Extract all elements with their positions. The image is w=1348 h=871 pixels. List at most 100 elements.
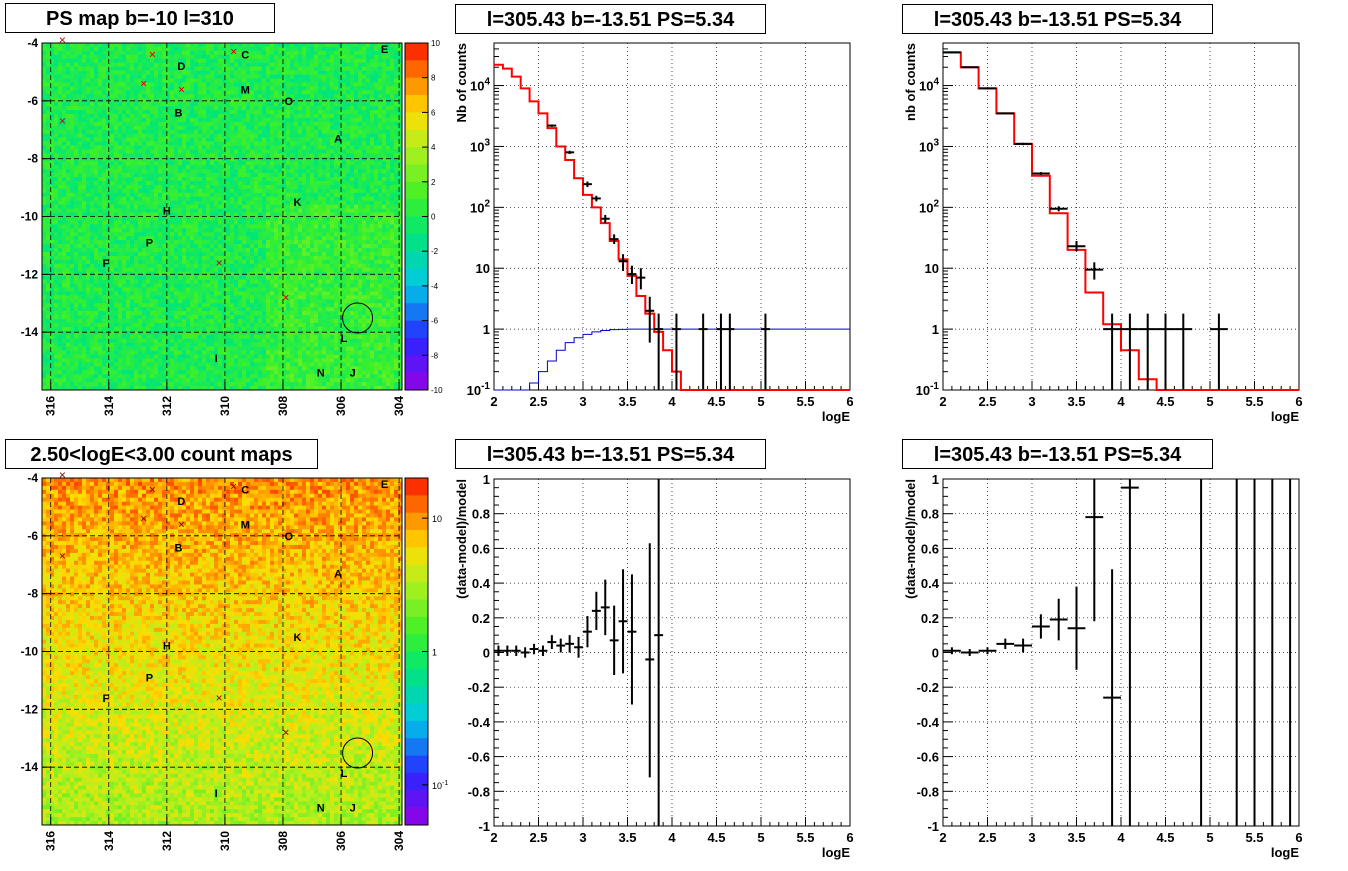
spectrum2-xtick-label: 5 <box>1206 394 1213 409</box>
psmap-ytick-label: -6 <box>27 94 38 108</box>
countmap-colorbar-label: 10-1 <box>432 780 448 791</box>
spectrum2-ylabel: nb of counts <box>903 43 918 121</box>
countmap-colorbar-cell <box>405 772 428 791</box>
psmap-colorbar-cell <box>405 95 428 113</box>
residual2-data-point <box>1103 569 1121 826</box>
psmap-xtick-label: 312 <box>160 396 174 416</box>
spectrum1-data-point <box>716 313 726 390</box>
countmap-colorbar-label: 1 <box>432 648 437 658</box>
residual2-ytick-label: 0.6 <box>921 541 939 556</box>
residual2-xtick-label: 3 <box>1028 830 1035 845</box>
countmap-source-marker: × <box>282 725 289 739</box>
residual1-ytick-label: -0.8 <box>468 784 490 799</box>
psmap-colorbar-cell <box>405 181 428 200</box>
psmap-ytick-label: -14 <box>21 325 39 339</box>
residual2-data-point <box>1085 479 1104 622</box>
residual1-xtick-label: 5.5 <box>796 830 814 845</box>
residual1-ytick-label: 0.8 <box>472 507 490 522</box>
psmap-ytick-label: -8 <box>27 152 38 166</box>
countmap-colorbar-cell <box>405 807 428 826</box>
countmap-source-label: O <box>284 531 293 543</box>
countmap-source-label: I <box>215 788 218 800</box>
psmap-source-label: D <box>177 61 185 73</box>
residual1-ytick-label: 0.4 <box>472 576 491 591</box>
countmap-colorbar-cell <box>405 530 428 548</box>
countmap-xtick-label: 312 <box>160 831 174 851</box>
residual2-xtick-label: 5 <box>1206 830 1213 845</box>
spectrum2-data-point <box>1156 313 1175 390</box>
psmap-colorbar-label: -6 <box>431 317 439 326</box>
psmap-xtick-label: 316 <box>44 396 58 416</box>
spectrum1-data-point <box>725 313 735 390</box>
countmap-colorbar-cell <box>405 703 428 722</box>
psmap-target-circle <box>342 302 374 334</box>
psmap-colorbar-cell <box>405 337 428 356</box>
spectrum1-data-point <box>583 181 592 188</box>
residual1-ytick-label: 1 <box>483 472 490 487</box>
spectrum1-data-point <box>609 234 619 244</box>
psmap-source-label: B <box>174 107 182 119</box>
psmap-ytick-label: -4 <box>27 36 38 50</box>
psmap-pixels <box>42 43 403 391</box>
residual2-xtick-label: 3.5 <box>1067 830 1085 845</box>
spectrum1-ytick-label: 104 <box>470 77 490 94</box>
residual1-xtick-label: 6 <box>846 830 853 845</box>
psmap-source-marker: × <box>140 76 147 90</box>
spectrum2-data-point <box>943 51 961 54</box>
psmap-colorbar-label: -4 <box>431 282 439 291</box>
spectrum1-xtick-label: 5.5 <box>796 394 814 409</box>
spectrum1-data-point <box>636 268 646 290</box>
residual1-ytick-label: 0.6 <box>472 541 490 556</box>
psmap-colorbar-cell <box>405 147 428 165</box>
countmap-xtick-label: 314 <box>102 831 116 851</box>
countmap-source-label: B <box>174 542 182 554</box>
countmap-xtick-label: 306 <box>334 831 348 851</box>
psmap-colorbar-label: -2 <box>431 247 439 256</box>
residual1-data-point <box>645 543 655 778</box>
psmap-source-label: C <box>241 50 249 62</box>
countmap-source-marker: × <box>140 511 147 525</box>
spectrum1-model-red <box>494 63 850 391</box>
spectrum2-data-point <box>1014 142 1032 146</box>
countmap-title: 2.50<logE<3.00 count maps <box>5 439 318 469</box>
spectrum2-xtick-label: 5.5 <box>1245 394 1263 409</box>
countmap-colorbar-cell <box>405 790 428 808</box>
psmap-xtick-label: 314 <box>102 396 116 416</box>
residual2-xtick-label: 5.5 <box>1245 830 1263 845</box>
countmap-ytick-label: -4 <box>27 471 38 485</box>
psmap-ytick-label: -10 <box>21 210 39 224</box>
countmap-ytick-label: -6 <box>27 529 38 543</box>
countmap-source-label: K <box>294 632 302 644</box>
spectrum2-ytick-label: 104 <box>919 77 939 94</box>
psmap-colorbar-label: -10 <box>431 386 443 395</box>
residual2-ytick-label: -0.4 <box>917 715 940 730</box>
psmap-source-label: A <box>334 133 342 145</box>
spectrum2-ytick-label: 10-1 <box>916 381 940 398</box>
spectrum1-xtick-label: 4.5 <box>707 394 725 409</box>
residual2-xtick-label: 2 <box>939 830 946 845</box>
residual1-xtick-label: 2 <box>490 830 497 845</box>
countmap-xtick-label: 308 <box>276 831 290 851</box>
residual1-data-point <box>627 574 637 705</box>
residual1-xtick-label: 3 <box>579 830 586 845</box>
psmap-colorbar-cell <box>405 355 428 373</box>
psmap-colorbar-cell <box>405 60 428 78</box>
spectrum2-data-point <box>960 66 979 69</box>
psmap-source-marker: × <box>178 82 185 96</box>
psmap-source-marker: × <box>149 48 156 62</box>
residual1-data-point <box>600 579 610 636</box>
residual2-data-point <box>1049 598 1068 641</box>
psmap-source-label: J <box>350 368 356 380</box>
countmap-source-label: C <box>241 485 249 497</box>
psmap-source-label: P <box>146 238 153 250</box>
countmap-source-label: H <box>163 641 171 653</box>
spectrum1-xtick-label: 3 <box>579 394 586 409</box>
spectrum1-data-point <box>698 313 708 390</box>
residual2-data-point <box>1014 638 1032 653</box>
psmap-colorbar-cell <box>405 43 428 61</box>
residual2-ytick-label: -0.2 <box>917 680 939 695</box>
psmap-colorbar-label: 4 <box>431 143 436 152</box>
spectrum1-data-point <box>761 313 770 390</box>
countmap-colorbar-cell <box>405 599 428 618</box>
